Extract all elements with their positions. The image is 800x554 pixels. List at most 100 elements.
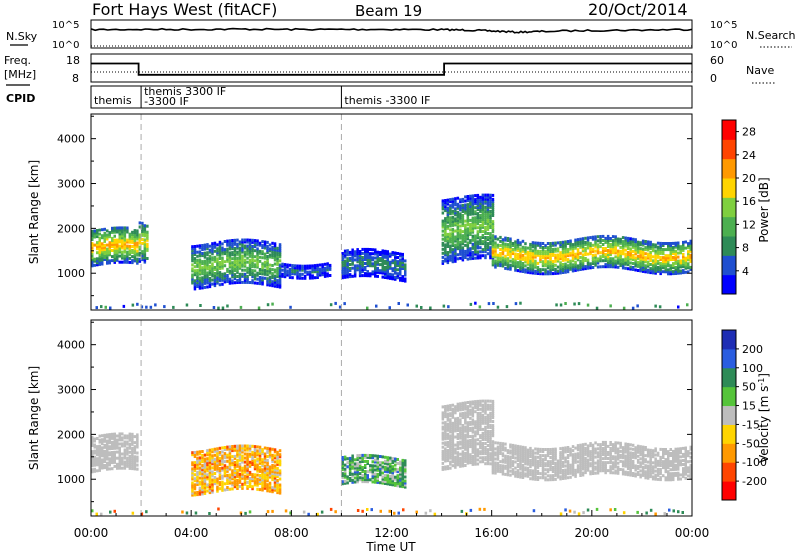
scatter-cell [266, 479, 269, 483]
scatter-cell [454, 447, 457, 451]
scatter-cell [126, 226, 129, 230]
scatter-cell [629, 239, 632, 243]
scatter-cell [366, 480, 369, 484]
scatter-cell [444, 229, 447, 233]
scatter-cell [641, 251, 645, 255]
scatter-cell [356, 264, 359, 268]
scatter-cell [489, 423, 492, 427]
scatter-cell [596, 235, 600, 239]
scatter-cell [486, 444, 490, 447]
scatter-cell [469, 257, 472, 261]
scatter-cell [193, 259, 197, 263]
scatter-cell [216, 477, 219, 481]
scatter-cell [271, 253, 274, 257]
scatter-cell [96, 261, 99, 265]
scatter-cell [241, 484, 244, 488]
scatter-cell [273, 464, 277, 468]
scatter-cell [404, 267, 407, 271]
scatter-cell [221, 256, 224, 260]
scatter-cell [213, 480, 217, 483]
scatter-cell [241, 458, 244, 462]
scatter-cell [519, 241, 522, 245]
scatter-cell [476, 214, 480, 218]
scatter-cell [459, 198, 462, 202]
scatter-cell [464, 405, 467, 409]
scatter-cell [241, 242, 244, 246]
scatter-cell [256, 255, 259, 259]
scatter-cell [98, 444, 101, 448]
scatter-cell [366, 252, 369, 255]
scatter-cell [198, 480, 202, 484]
scatter-cell [629, 237, 632, 241]
scatter-cell [561, 265, 565, 268]
scatter-cell [238, 450, 242, 454]
scatter-cell [662, 244, 665, 247]
scatter-cell [606, 249, 610, 252]
scatter-cell [96, 247, 99, 251]
scatter-cell [216, 265, 219, 269]
scatter-cell [596, 251, 600, 255]
scatter-cell [223, 464, 227, 468]
scatter-cell [141, 229, 144, 233]
scatter-cell [136, 245, 139, 249]
scatter-cell [631, 258, 635, 261]
scatter-cell [146, 232, 149, 236]
scatter-cell [466, 223, 470, 227]
scatter-cell [471, 198, 475, 202]
scatter-cell [449, 436, 452, 440]
scatter-cell [231, 449, 234, 453]
scatter-cell [494, 255, 497, 259]
scatter-cell [128, 456, 132, 460]
scatter-cell [236, 460, 239, 464]
scatter-cell [689, 253, 692, 257]
scatter-cell [266, 448, 269, 452]
scatter-cell [501, 468, 505, 472]
scatter-cell [677, 269, 680, 273]
scatter-cell [216, 259, 219, 263]
scatter-cell [216, 279, 219, 283]
scatter-cell [514, 446, 517, 450]
scatter-cell [251, 487, 254, 491]
noise-cell [559, 303, 563, 307]
scatter-cell [586, 238, 590, 242]
scatter-cell [396, 256, 399, 259]
scatter-cell [554, 249, 557, 253]
scatter-cell [601, 239, 605, 242]
scatter-cell [449, 414, 452, 418]
scatter-cell [98, 260, 101, 264]
scatter-cell [654, 265, 657, 269]
scatter-cell [93, 455, 96, 459]
scatter-cell [601, 243, 605, 246]
scatter-cell [456, 227, 460, 230]
scatter-cell [624, 238, 627, 242]
scatter-cell [341, 466, 344, 470]
scatter-cell [196, 460, 199, 464]
scatter-cell [504, 446, 507, 450]
scatter-cell [526, 262, 530, 266]
scatter-cell [679, 263, 682, 267]
scatter-cell [201, 268, 204, 272]
scatter-cell [323, 272, 327, 276]
scatter-cell [474, 432, 477, 436]
noise-cell [239, 305, 243, 309]
scatter-cell [591, 253, 595, 257]
scatter-cell [519, 259, 522, 263]
scatter-cell [218, 257, 222, 260]
scatter-cell [266, 465, 269, 469]
scatter-cell [248, 462, 252, 466]
scatter-cell [446, 428, 450, 432]
scatter-cell [381, 263, 384, 267]
scatter-cell [248, 268, 252, 272]
scatter-cell [449, 258, 452, 262]
scatter-cell [639, 265, 642, 269]
scatter-cell [386, 482, 389, 486]
scatter-cell [534, 269, 537, 273]
scatter-cell [278, 247, 282, 251]
scatter-cell [143, 256, 147, 260]
scatter-cell [459, 402, 462, 406]
scatter-cell [464, 445, 467, 449]
scatter-cell [348, 462, 352, 466]
scatter-cell [108, 435, 111, 439]
scatter-cell [201, 478, 204, 482]
scatter-cell [221, 466, 224, 470]
